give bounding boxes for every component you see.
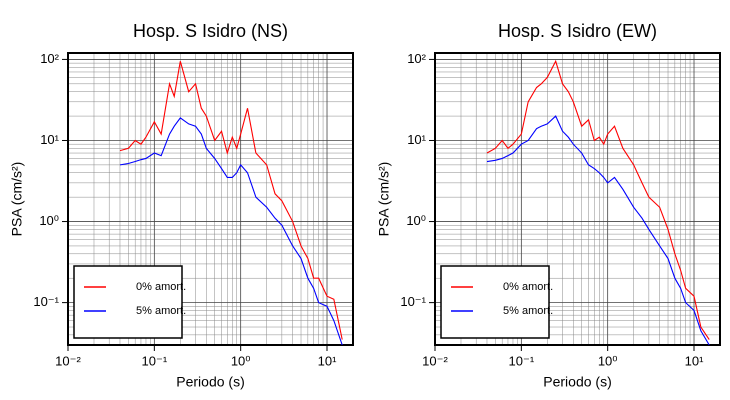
x-axis-label: Periodo (s) [176,374,244,390]
series-line [486,115,710,346]
x-tick-label: 10¹ [685,353,704,368]
y-tick-label: 10¹ [40,132,59,147]
legend-label: 5% amort. [503,305,553,317]
chart-title: Hosp. S Isidro (NS) [133,21,288,41]
chart: 10⁻² 10⁻¹ 10⁰ 10¹ 10⁻¹ 10⁰ 10¹ 10² Hosp. S Isidr… [376,21,721,390]
x-tick-label: 10⁻¹ [509,353,535,368]
y-axis-label: PSA (cm/s²) [376,162,392,237]
x-tick-label: 10⁻² [422,353,448,368]
x-tick-label: 10¹ [318,353,337,368]
chart: 10⁻² 10⁻¹ 10⁰ 10¹ 10⁻¹ 10⁰ 10¹ 10² Hosp. S Isidr… [9,21,354,390]
y-tick-label: 10⁻¹ [400,294,426,309]
x-axis-label: Periodo (s) [543,374,611,390]
legend-box [73,265,183,339]
y-tick-label: 10⁰ [406,213,426,228]
x-tick-label: 10⁰ [598,353,618,368]
y-axis-label: PSA (cm/s²) [9,162,25,237]
series-line [119,61,343,340]
chart-title: Hosp. S Isidro (EW) [498,21,657,41]
y-tick-label: 10⁰ [39,213,59,228]
y-tick-label: 10² [407,51,426,66]
legend-label: 0% amort. [503,281,553,293]
legend: 0% amort. 5% amort. [73,265,186,339]
x-tick-label: 10⁻² [55,353,81,368]
y-tick-label: 10⁻¹ [33,294,59,309]
plot-frame [67,52,354,346]
x-tick-label: 10⁰ [231,353,251,368]
y-tick-label: 10² [40,51,59,66]
legend: 0% amort. 5% amort. [440,265,553,339]
plot-frame [434,52,721,346]
y-tick-label: 10¹ [407,132,426,147]
x-tick-label: 10⁻¹ [142,353,168,368]
series-line [486,59,710,340]
legend-box [440,265,550,339]
series-line [119,117,343,346]
legend-label: 0% amort. [136,281,186,293]
legend-label: 5% amort. [136,305,186,317]
